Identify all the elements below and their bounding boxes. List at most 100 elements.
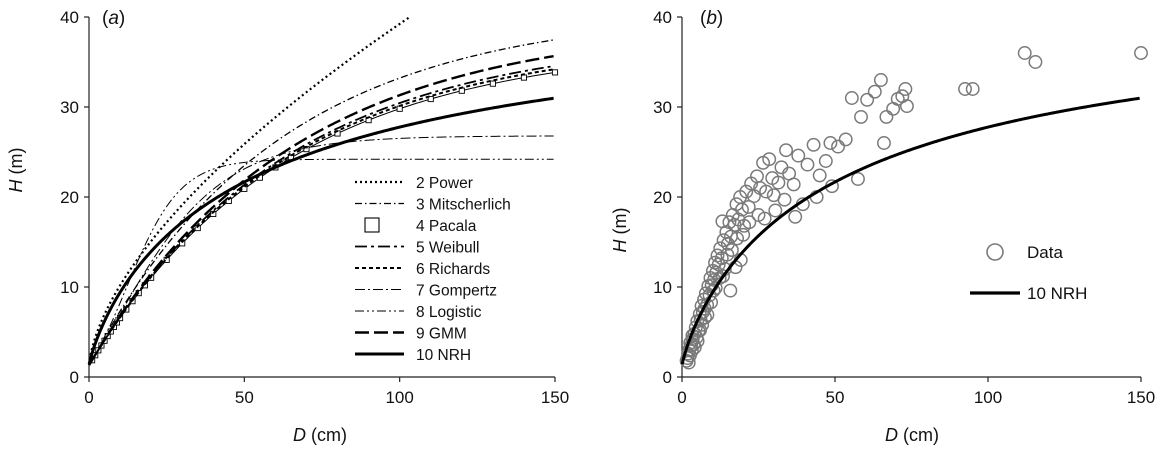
data-point xyxy=(899,99,914,114)
y-tick-label: 30 xyxy=(60,98,79,117)
data-point xyxy=(759,184,774,199)
data-point xyxy=(800,157,815,172)
data-point xyxy=(715,214,730,229)
series-8-logistic-line xyxy=(88,158,554,366)
legend-data-label: Data xyxy=(1027,243,1063,262)
series-6-richards-line xyxy=(88,68,554,366)
x-tick-label: 0 xyxy=(677,388,686,407)
data-point xyxy=(806,137,821,152)
panel-a-legend: 2 Power 3 Mitscherlich 4 Pacala 5 Weibull 6 … xyxy=(355,175,511,364)
y-tick-label: 20 xyxy=(60,188,79,207)
data-point xyxy=(844,91,859,105)
pacala-marker xyxy=(520,74,527,81)
data-point xyxy=(735,202,749,217)
x-tick-label: 50 xyxy=(826,388,845,407)
legend-entry-label: 4 Pacala xyxy=(416,218,477,235)
data-point xyxy=(786,177,801,192)
legend-entry-label: 7 Gompertz xyxy=(416,283,497,300)
panel-b-x-axis-label: D (cm) xyxy=(885,425,939,445)
data-point xyxy=(736,227,751,242)
series-5-weibull-line xyxy=(88,65,554,366)
panel-a-series xyxy=(87,16,559,366)
panel-a-y-axis-label: H (m) xyxy=(6,148,26,193)
y-tick-label: 10 xyxy=(653,278,672,297)
data-point xyxy=(812,168,827,183)
y-tick-label: 40 xyxy=(653,8,672,27)
x-tick-label: 100 xyxy=(974,388,1002,407)
data-point xyxy=(831,139,846,154)
data-point xyxy=(965,82,980,96)
legend-entry-label: 5 Weibull xyxy=(416,240,479,257)
legend-entry-label: 3 Mitscherlich xyxy=(416,197,511,214)
data-point xyxy=(818,154,833,168)
data-point xyxy=(898,82,913,96)
legend-nrh-label: 10 NRH xyxy=(1027,284,1087,303)
data-point xyxy=(860,92,875,107)
data-point xyxy=(1134,46,1148,60)
data-point xyxy=(879,109,894,124)
data-point xyxy=(766,188,781,203)
panel-b-axes: 0 50 100 150 0 10 20 30 40 xyxy=(653,8,1155,407)
pacala-marker xyxy=(489,80,496,87)
data-point xyxy=(877,136,891,150)
data-point xyxy=(723,283,738,298)
data-point xyxy=(791,148,806,163)
data-point xyxy=(708,280,723,295)
legend-entry-label: 2 Power xyxy=(416,175,473,192)
data-point xyxy=(958,82,972,96)
panel-b-label: (b) xyxy=(700,8,723,29)
y-tick-label: 0 xyxy=(663,368,672,387)
series-7-gompertz-line xyxy=(88,135,554,366)
data-point xyxy=(1017,46,1032,60)
x-tick-label: 0 xyxy=(84,388,93,407)
data-point xyxy=(720,247,735,262)
data-point xyxy=(716,233,731,248)
y-tick-label: 20 xyxy=(653,188,672,207)
panel-a-label: (a) xyxy=(102,8,125,29)
data-point xyxy=(823,136,838,150)
y-tick-label: 30 xyxy=(653,98,672,117)
legend-data-symbol xyxy=(986,243,1004,261)
series-2-power-line xyxy=(88,16,411,366)
x-tick-label: 150 xyxy=(1127,388,1155,407)
data-point xyxy=(838,132,853,147)
series-10-nrh-fit-line xyxy=(680,96,1140,365)
data-point xyxy=(867,84,882,99)
panel-a-x-axis-label: D (cm) xyxy=(293,425,347,445)
panel-b: 0 50 100 150 0 10 20 30 40 (b) H (m) D (cm) Data… xyxy=(610,8,1155,445)
data-point xyxy=(724,243,739,258)
pacala-marker xyxy=(427,95,434,103)
pacala-marker xyxy=(551,69,559,76)
legend-entry-label: 10 NRH xyxy=(416,347,471,364)
panel-a: 0 50 100 150 0 10 20 30 40 (a) H (m) D (cm) 2 Po… xyxy=(6,8,569,445)
legend-pacala-symbol xyxy=(364,217,380,233)
x-tick-label: 150 xyxy=(541,388,569,407)
x-tick-label: 50 xyxy=(235,388,254,407)
data-point xyxy=(706,283,721,298)
legend-entry-label: 8 Logistic xyxy=(416,304,482,321)
series-10-nrh-line xyxy=(87,96,554,365)
y-tick-label: 0 xyxy=(70,368,79,387)
data-point xyxy=(690,334,705,348)
data-point xyxy=(873,73,888,87)
panel-b-legend: Data 10 NRH xyxy=(970,243,1087,303)
y-tick-label: 10 xyxy=(60,278,79,297)
panel-a-axes: 0 50 100 150 0 10 20 30 40 xyxy=(60,8,569,407)
data-point xyxy=(768,203,783,218)
data-point xyxy=(739,184,754,199)
data-point xyxy=(851,172,865,186)
data-point xyxy=(774,160,789,175)
data-point xyxy=(762,152,777,167)
data-point xyxy=(757,211,772,226)
data-point xyxy=(742,215,757,230)
series-9-gmm-line xyxy=(88,54,554,366)
data-point xyxy=(779,143,793,158)
series-3-mitscherlich-line xyxy=(88,39,554,366)
data-point xyxy=(854,109,868,124)
data-point xyxy=(716,269,730,284)
legend-entry-label: 6 Richards xyxy=(416,261,490,278)
x-tick-label: 100 xyxy=(385,388,413,407)
data-point xyxy=(788,209,803,224)
y-tick-label: 40 xyxy=(60,8,79,27)
